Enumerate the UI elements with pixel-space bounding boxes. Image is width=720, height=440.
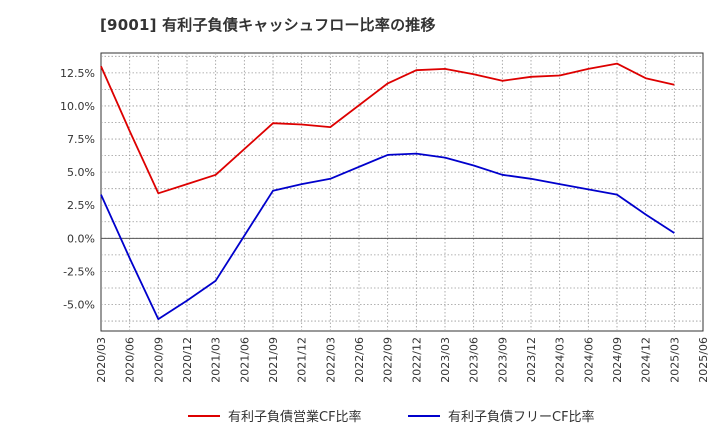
series-lines xyxy=(100,62,675,321)
x-tick-label: 2020/09 xyxy=(152,337,165,383)
x-tick-label: 2023/06 xyxy=(468,337,481,383)
x-tick-label: 2023/03 xyxy=(439,337,452,383)
y-tick-label: 7.5% xyxy=(67,133,95,146)
x-tick-label: 2021/12 xyxy=(296,337,309,383)
x-tick-label: 2021/06 xyxy=(238,337,251,383)
legend: 有利子負債営業CF比率 有利子負債フリーCF比率 xyxy=(188,409,595,425)
y-tick-label: -5.0% xyxy=(63,299,95,312)
grid xyxy=(100,52,704,332)
y-tick-label: 2.5% xyxy=(67,199,95,212)
legend-label: 有利子負債営業CF比率 xyxy=(228,409,362,425)
x-tick-label: 2024/06 xyxy=(582,337,595,383)
free-cf-ratio-line xyxy=(100,152,675,321)
x-tick-label: 2022/06 xyxy=(353,337,366,383)
x-tick-label: 2025/03 xyxy=(668,337,681,383)
legend-label: 有利子負債フリーCF比率 xyxy=(448,409,595,425)
y-tick-label: -2.5% xyxy=(63,265,95,278)
x-tick-label: 2022/12 xyxy=(410,337,423,383)
x-tick-label: 2024/09 xyxy=(611,337,624,383)
x-tick-label: 2020/12 xyxy=(181,337,194,383)
axes: -5.0% -2.5% 0.0% 2.5% 5.0% 7.5% 10.0% 12.5% 2020… xyxy=(60,67,710,383)
y-tick-label: 12.5% xyxy=(60,67,95,80)
x-tick-label: 2023/12 xyxy=(525,337,538,383)
chart-title: [9001] 有利子負債キャッシュフロー比率の推移 xyxy=(100,16,436,34)
y-tick-label: 10.0% xyxy=(60,100,95,113)
plot-frame xyxy=(100,52,704,332)
x-tick-label: 2024/03 xyxy=(554,337,567,383)
x-tick-label: 2021/03 xyxy=(210,337,223,383)
y-tick-label: 0.0% xyxy=(67,232,95,245)
x-tick-label: 2020/03 xyxy=(95,337,108,383)
x-tick-label: 2020/06 xyxy=(124,337,137,383)
x-tick-label: 2022/09 xyxy=(382,337,395,383)
x-tick-label: 2024/12 xyxy=(640,337,653,383)
x-tick-label: 2022/03 xyxy=(324,337,337,383)
x-tick-label: 2023/09 xyxy=(496,337,509,383)
y-tick-label: 5.0% xyxy=(67,166,95,179)
x-tick-label: 2025/06 xyxy=(697,337,710,383)
x-tick-label: 2021/09 xyxy=(267,337,280,383)
operating-cf-ratio-line xyxy=(100,62,675,195)
